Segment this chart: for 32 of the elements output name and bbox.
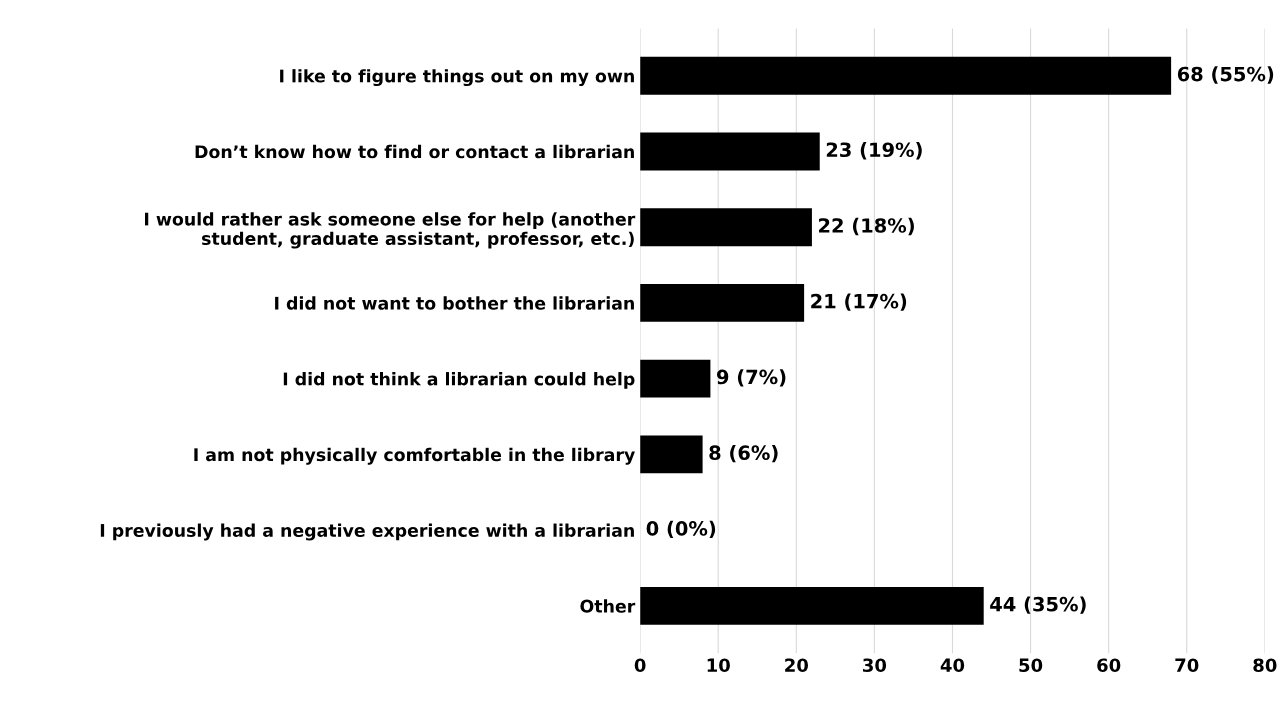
x-tick-label: 0 xyxy=(634,658,646,673)
bar xyxy=(640,56,1172,95)
data-label: 21 (17%) xyxy=(811,293,907,311)
y-tick-label: I did not think a librarian could help xyxy=(283,372,635,389)
data-label: 68 (55%) xyxy=(1177,66,1274,84)
data-label: 44 (35%) xyxy=(990,596,1086,614)
data-label: 23 (19%) xyxy=(826,142,922,160)
data-label: 0 (0%) xyxy=(646,520,716,539)
data-label: 22 (18%) xyxy=(819,217,914,236)
bar xyxy=(640,208,812,247)
y-tick-label: I previously had a negative experience with a librarian xyxy=(100,523,634,541)
data-label: 9 (7%) xyxy=(716,369,786,387)
x-tick-label: 70 xyxy=(1175,658,1199,673)
x-tick-label: 60 xyxy=(1097,658,1121,673)
bar xyxy=(640,132,820,171)
x-tick-label: 10 xyxy=(707,658,730,673)
y-tick-label: I am not physically comfortable in the library xyxy=(194,447,635,465)
y-tick-label: Don’t know how to find or contact a librarian xyxy=(195,144,634,159)
bar xyxy=(640,359,711,398)
x-tick-label: 50 xyxy=(1019,658,1043,673)
x-tick-label: 40 xyxy=(940,658,965,673)
bar xyxy=(640,435,703,474)
data-label: 8 (6%) xyxy=(709,445,778,463)
x-tick-label: 80 xyxy=(1253,658,1277,673)
x-tick-label: 20 xyxy=(785,658,809,673)
y-tick-label: Other xyxy=(580,599,636,613)
y-tick-label: I like to figure things out on my own xyxy=(280,69,634,87)
y-tick-label: I did not want to bother the librarian xyxy=(275,296,634,310)
bar xyxy=(640,586,984,625)
x-tick-label: 30 xyxy=(863,658,887,673)
y-tick-label: I would rather ask someone else for help (another student, graduate assistant, professor, etc.) xyxy=(144,212,636,249)
bar xyxy=(640,284,805,322)
